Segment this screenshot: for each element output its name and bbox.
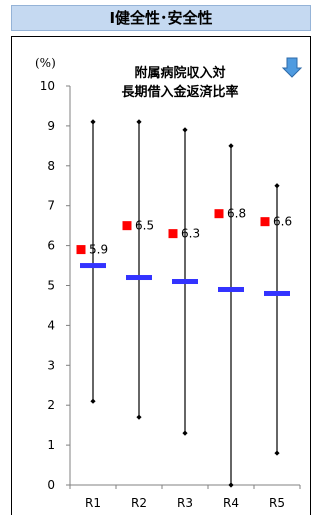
max-marker <box>274 183 280 189</box>
value-marker <box>168 229 178 239</box>
average-bar <box>80 263 106 269</box>
y-tick-label: 7 <box>47 199 55 213</box>
value-label: 5.9 <box>89 243 108 257</box>
section-header-title: Ⅰ健全性･安全性 <box>109 9 213 27</box>
y-tick-label: 8 <box>47 159 55 173</box>
y-tick-label: 5 <box>47 279 55 293</box>
value-marker <box>214 209 224 219</box>
chart-panel <box>11 36 311 515</box>
y-tick-label: 1 <box>47 438 55 452</box>
chart-title-line2: 長期借入金返済比率 <box>121 84 238 100</box>
y-tick-label: 3 <box>47 358 55 372</box>
chart-title-line1: 附属病院収入対 <box>134 65 225 81</box>
value-label: 6.5 <box>135 219 154 233</box>
value-marker <box>260 217 270 227</box>
x-tick-label: R1 <box>85 496 101 510</box>
y-tick-label: 0 <box>47 478 55 492</box>
max-marker <box>182 127 188 133</box>
x-tick-label: R2 <box>131 496 147 510</box>
average-bar <box>264 290 290 296</box>
section-header: Ⅰ健全性･安全性 <box>11 5 311 31</box>
plot-area: 0 1 2 3 4 5 6 7 8 9 10 R1 5.9 R2 6.5 R3 6.3 R4 6.8 R5 6.6 <box>40 79 301 510</box>
average-bar <box>172 279 198 285</box>
y-tick-label: 2 <box>47 398 55 412</box>
x-tick-label: R3 <box>177 496 193 510</box>
average-bar <box>218 286 244 292</box>
min-marker <box>182 430 188 436</box>
min-marker <box>90 398 96 404</box>
value-label: 6.6 <box>273 215 292 229</box>
y-tick-label: 6 <box>47 239 55 253</box>
value-label: 6.3 <box>181 227 200 241</box>
max-marker <box>136 119 142 125</box>
min-marker <box>136 414 142 420</box>
value-marker <box>76 245 86 255</box>
average-bar <box>126 275 152 281</box>
y-axis-unit: (%) <box>35 56 56 70</box>
x-tick-label: R5 <box>269 496 285 510</box>
min-marker <box>274 450 280 456</box>
x-tick-label: R4 <box>223 496 239 510</box>
arrow-down-icon <box>281 57 303 78</box>
max-marker <box>228 143 234 149</box>
max-marker <box>90 119 96 125</box>
value-marker <box>122 221 132 231</box>
y-tick-label: 9 <box>47 119 55 133</box>
y-tick-label: 10 <box>40 79 55 93</box>
min-marker <box>228 482 234 488</box>
value-label: 6.8 <box>227 207 246 221</box>
y-tick-label: 4 <box>47 318 55 332</box>
